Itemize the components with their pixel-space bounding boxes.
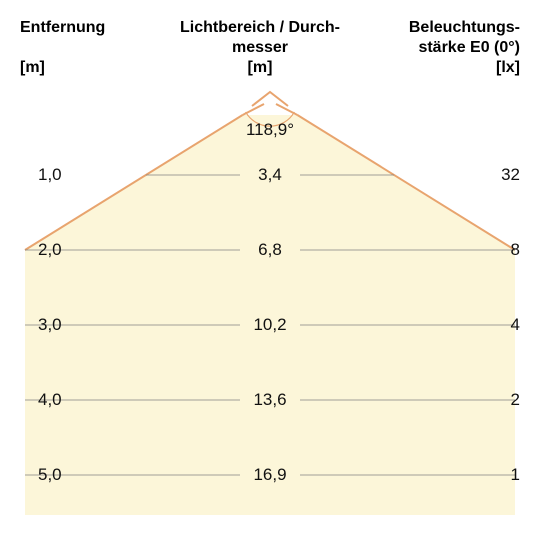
diameter-value: 16,9: [240, 465, 300, 485]
apex-roof-icon: [252, 92, 288, 106]
illuminance-value: 8: [480, 240, 520, 260]
distance-value: 1,0: [38, 165, 98, 185]
illuminance-value: 4: [480, 315, 520, 335]
illuminance-value: 2: [480, 390, 520, 410]
distance-value: 5,0: [38, 465, 98, 485]
illuminance-value: 1: [480, 465, 520, 485]
distance-value: 3,0: [38, 315, 98, 335]
illuminance-value: 32: [480, 165, 520, 185]
diameter-value: 6,8: [240, 240, 300, 260]
diameter-value: 13,6: [240, 390, 300, 410]
beam-angle-value: 118,9°: [230, 120, 310, 140]
light-cone-diagram: [0, 0, 540, 545]
diameter-value: 3,4: [240, 165, 300, 185]
distance-value: 2,0: [38, 240, 98, 260]
diameter-value: 10,2: [240, 315, 300, 335]
distance-value: 4,0: [38, 390, 98, 410]
